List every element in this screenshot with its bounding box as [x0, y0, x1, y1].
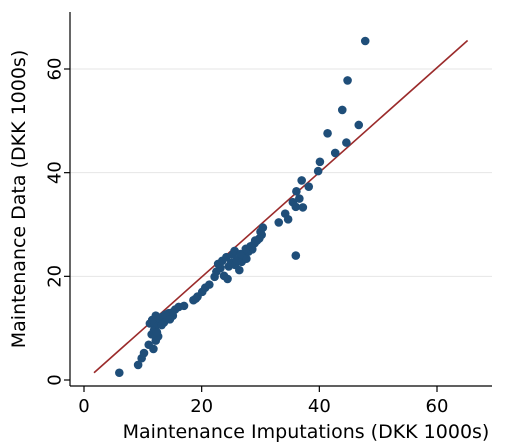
- grid-lines: [70, 68, 492, 277]
- x-axis-title: Maintenance Imputations (DKK 1000s): [123, 421, 490, 443]
- data-point-77: [315, 157, 325, 167]
- data-point-79: [330, 148, 340, 158]
- data-point-85: [291, 251, 301, 260]
- data-point-75: [304, 182, 314, 191]
- data-point-23: [157, 320, 166, 330]
- y-axis-ticks: 0 20 40 60: [45, 58, 70, 386]
- data-point-83: [343, 76, 352, 85]
- data-point-71: [295, 194, 304, 203]
- data-point-24: [152, 328, 162, 337]
- data-point-35: [205, 280, 214, 289]
- data-point-27: [165, 315, 175, 324]
- x-tick-label-60: 60: [426, 396, 449, 417]
- y-tick-label-60: 60: [45, 58, 66, 81]
- data-point-32: [191, 294, 201, 303]
- scatter-points: [115, 36, 370, 378]
- x-tick-label-0: 0: [78, 396, 89, 417]
- data-point-5: [149, 344, 158, 354]
- data-point-78: [323, 128, 332, 138]
- data-point-1: [133, 360, 143, 370]
- data-point-0: [115, 368, 124, 378]
- data-point-73: [292, 187, 301, 196]
- y-tick-label-20: 20: [45, 265, 66, 288]
- data-point-45: [235, 265, 244, 275]
- data-point-40: [223, 274, 232, 284]
- data-point-82: [337, 105, 347, 115]
- data-point-84: [360, 36, 370, 46]
- x-tick-label-40: 40: [308, 396, 331, 417]
- y-tick-label-0: 0: [45, 374, 66, 385]
- data-point-64: [250, 236, 260, 245]
- data-point-70: [291, 202, 301, 212]
- data-point-80: [342, 138, 351, 147]
- data-point-48: [242, 254, 251, 264]
- x-tick-label-20: 20: [190, 396, 213, 417]
- data-point-63: [246, 241, 255, 251]
- data-point-68: [283, 215, 293, 224]
- data-point-28: [151, 311, 161, 321]
- y-axis-title: Maintenance Data (DKK 1000s): [8, 50, 30, 348]
- data-point-65: [256, 227, 265, 237]
- x-axis-ticks: 0 20 40 60: [78, 386, 448, 417]
- y-tick-label-40: 40: [45, 161, 66, 184]
- data-point-66: [274, 218, 284, 227]
- data-point-76: [313, 166, 323, 176]
- data-point-58: [222, 252, 231, 262]
- data-point-61: [236, 249, 245, 259]
- data-point-74: [297, 176, 306, 185]
- data-point-3: [139, 348, 149, 358]
- data-point-81: [354, 120, 364, 130]
- data-point-72: [298, 203, 308, 212]
- data-point-29: [179, 301, 189, 311]
